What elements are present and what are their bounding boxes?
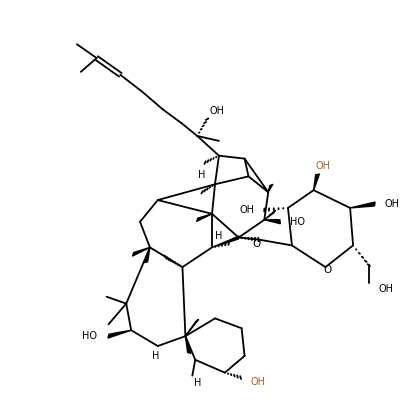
Text: HO: HO — [290, 217, 305, 227]
Text: HO: HO — [82, 331, 97, 341]
Text: H: H — [215, 231, 223, 241]
Polygon shape — [350, 202, 375, 208]
Polygon shape — [264, 220, 280, 224]
Polygon shape — [212, 236, 239, 247]
Text: H: H — [152, 351, 160, 361]
Text: OH: OH — [239, 205, 255, 215]
Polygon shape — [185, 319, 198, 336]
Text: OH: OH — [209, 106, 225, 116]
Text: OH: OH — [316, 160, 331, 171]
Text: OH: OH — [379, 284, 394, 294]
Text: H: H — [198, 171, 206, 180]
Polygon shape — [132, 247, 150, 256]
Text: OH: OH — [251, 377, 265, 386]
Text: O: O — [252, 239, 261, 249]
Text: OH: OH — [385, 199, 400, 209]
Polygon shape — [144, 247, 150, 263]
Text: O: O — [323, 265, 332, 275]
Text: H: H — [194, 377, 201, 388]
Polygon shape — [196, 214, 212, 222]
Polygon shape — [314, 174, 320, 190]
Polygon shape — [108, 330, 131, 338]
Polygon shape — [185, 336, 191, 353]
